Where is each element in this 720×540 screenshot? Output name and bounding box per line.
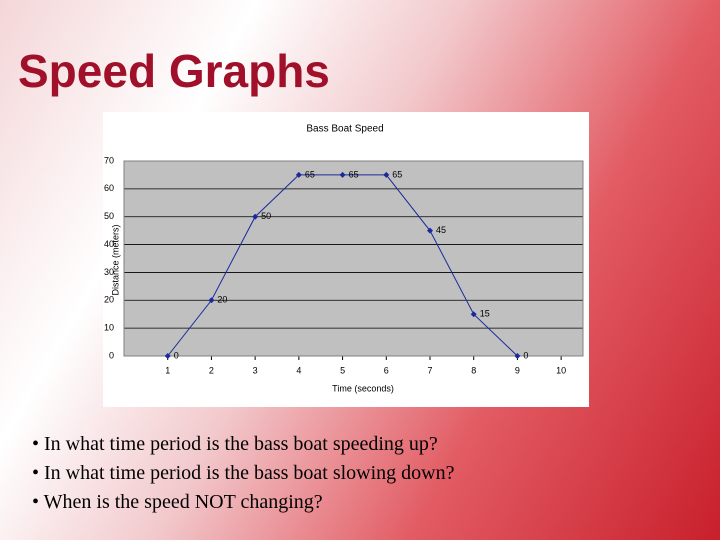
data-label: 20 — [217, 295, 227, 305]
point — [295, 171, 302, 178]
y-tick-label: 40 — [104, 239, 114, 249]
data-label: 50 — [261, 211, 271, 221]
point — [514, 353, 521, 359]
point — [252, 213, 259, 220]
x-tick-label: 9 — [515, 365, 520, 375]
y-axis-label: Distance (meters) — [110, 224, 120, 295]
x-tick-label: 4 — [296, 365, 301, 375]
bullet: • In what time period is the bass boat s… — [32, 433, 438, 455]
y-tick-label: 10 — [104, 323, 114, 333]
slide-title: Speed Graphs — [18, 45, 330, 97]
x-tick-label: 2 — [209, 365, 214, 375]
x-axis-label: Time (seconds) — [332, 383, 394, 393]
data-label: 65 — [349, 169, 359, 179]
x-tick-label: 1 — [165, 365, 170, 375]
x-tick-label: 7 — [427, 365, 432, 375]
data-label: 0 — [523, 350, 528, 360]
y-tick-label: 70 — [104, 155, 114, 165]
y-tick-label: 50 — [104, 211, 114, 221]
data-label: 15 — [480, 309, 490, 319]
data-label: 0 — [174, 350, 179, 360]
point — [383, 171, 390, 178]
plot-border — [123, 160, 584, 357]
x-tick-label: 5 — [340, 365, 345, 375]
point — [339, 171, 346, 178]
bullet: • In what time period is the bass boat s… — [32, 462, 455, 484]
y-tick-label: 0 — [109, 350, 114, 360]
point — [164, 353, 171, 359]
x-tick-label: 3 — [253, 365, 258, 375]
x-tick-label: 10 — [556, 365, 566, 375]
point — [208, 297, 215, 304]
x-tick-label: 6 — [384, 365, 389, 375]
plot-area — [124, 161, 583, 356]
data-label: 45 — [436, 225, 446, 235]
y-tick-label: 60 — [104, 183, 114, 193]
bullet-list: • In what time period is the bass boat s… — [32, 430, 455, 517]
data-label: 65 — [305, 169, 315, 179]
point — [427, 227, 433, 234]
point — [470, 311, 477, 318]
chart-title: Bass Boat Speed — [306, 124, 383, 135]
y-tick-label: 20 — [104, 295, 114, 305]
y-tick-label: 30 — [104, 267, 114, 277]
bullet: • When is the speed NOT changing? — [32, 491, 323, 513]
data-label: 65 — [392, 169, 402, 179]
x-tick-label: 8 — [471, 365, 476, 375]
